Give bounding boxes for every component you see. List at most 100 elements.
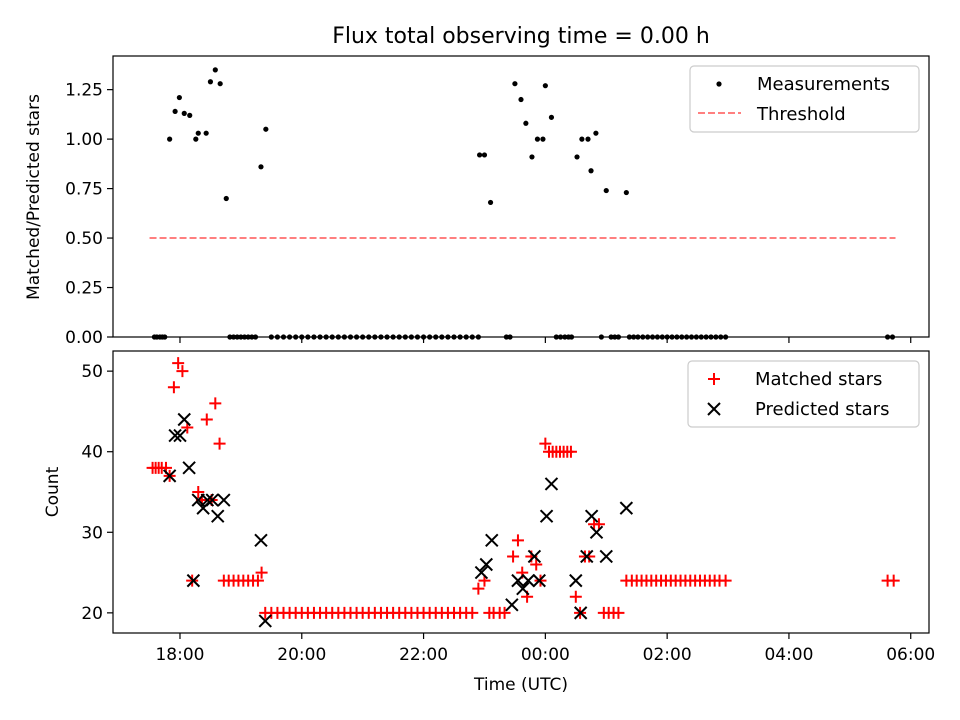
predicted-star-point [168, 428, 182, 443]
x-tick-label: 18:00 [155, 645, 204, 665]
measurement-point [181, 110, 187, 116]
top-y-tick-label: 0.25 [65, 279, 103, 299]
bottom-panel: 20 30 40 50 18:00 20:00 22:00 00:00 02:00 04:00 0… [43, 350, 935, 695]
bottom-y-tick-label: 20 [81, 604, 103, 624]
predicted-star-point [573, 606, 588, 620]
matched-star-point [539, 437, 552, 450]
matched-star-point [511, 534, 524, 547]
predicted-star-point [532, 573, 546, 588]
predicted-star-point [182, 461, 196, 475]
measurement-point [593, 130, 599, 136]
legend-matched-label: Matched stars [755, 369, 882, 390]
measurement-point [623, 189, 629, 196]
top-plot-area [149, 67, 896, 340]
predicted-star-point [584, 509, 599, 523]
top-x-ticks [179, 337, 912, 343]
predicted-star-point [589, 525, 604, 539]
matched-star-point [209, 397, 222, 410]
x-tick-label: 22:00 [399, 645, 448, 665]
matched-star-point [530, 558, 543, 571]
measurement-point [603, 187, 609, 194]
bottom-y-axis-label: Count [43, 466, 63, 517]
top-panel: 0.00 0.25 0.50 0.75 1.00 1.25 Matched/Predict… [24, 55, 930, 348]
top-y-tick-label: 1.25 [65, 81, 103, 101]
predicted-star-point [217, 493, 231, 507]
measurement-point [195, 130, 201, 136]
bottom-legend-box [687, 360, 920, 428]
x-axis-label: Time (UTC) [473, 675, 568, 695]
top-legend-box [689, 65, 920, 133]
measurement-point [193, 136, 199, 142]
matched-star-point [200, 413, 213, 426]
measurement-point [542, 83, 548, 89]
matched-star-point [251, 574, 264, 587]
matched-star-point [167, 381, 180, 394]
bottom-legend: Matched stars Predicted stars [687, 360, 920, 428]
x-tick-label: 04:00 [764, 645, 813, 665]
predicted-star-point [173, 428, 187, 443]
predicted-star-point [619, 501, 634, 515]
measurement-point [223, 195, 229, 202]
predicted-star-point [505, 598, 519, 612]
predicted-star-point [485, 533, 499, 548]
chart-title: Flux total observing time = 0.00 h [332, 24, 710, 49]
predicted-star-point [258, 614, 272, 628]
legend-predicted-label: Predicted stars [755, 399, 889, 420]
top-y-tick-label: 1.00 [65, 130, 103, 150]
matched-star-point [592, 518, 605, 531]
matched-star-point [583, 550, 596, 563]
bottom-plot-area [146, 357, 900, 628]
measurement-point [512, 81, 518, 87]
matched-star-point [564, 445, 577, 458]
matched-star-point [255, 566, 268, 579]
measurement-point [263, 126, 269, 132]
top-axes-frame [112, 55, 930, 338]
legend-measurements-label: Measurements [757, 74, 890, 95]
predicted-star-point [569, 573, 583, 588]
top-y-tick-label: 0.00 [65, 328, 103, 348]
matched-star-point [172, 357, 185, 370]
predicted-star-point [211, 509, 225, 523]
measurement-point [518, 96, 524, 103]
top-y-tick-label: 0.50 [65, 229, 103, 249]
matched-star-point [192, 486, 205, 498]
bottom-x-axis: 18:00 20:00 22:00 00:00 02:00 04:00 06:00 [155, 633, 935, 665]
matched-star-point [466, 606, 479, 619]
matched-star-point [176, 365, 189, 378]
predicted-star-point [200, 493, 215, 507]
matched-star-point [887, 574, 900, 587]
legend-threshold-label: Threshold [756, 104, 846, 125]
predicted-star-point [580, 549, 594, 564]
legend-measurement-marker [716, 81, 722, 87]
bottom-y-tick-label: 30 [81, 523, 103, 543]
measurement-point [487, 199, 494, 206]
matched-star-point [719, 574, 732, 587]
predicted-star-point [544, 477, 559, 491]
top-y-axis: 0.00 0.25 0.50 0.75 1.00 1.25 [65, 81, 113, 348]
measurement-point [585, 136, 591, 142]
measurement-point [212, 67, 218, 73]
predicted-star-point [516, 581, 530, 596]
x-tick-label: 02:00 [643, 645, 692, 665]
measurement-point [481, 152, 488, 158]
predicted-star-point [205, 493, 219, 507]
measurement-point [588, 168, 594, 174]
x-tick-label: 06:00 [886, 645, 935, 665]
matched-star-point [612, 606, 625, 619]
measurement-point [548, 114, 555, 120]
measurement-point [476, 152, 483, 158]
predicted-star-point [474, 565, 489, 580]
matched-star-point [498, 606, 511, 619]
bottom-y-tick-label: 40 [81, 443, 103, 463]
predicted-star-point [599, 549, 613, 564]
measurement-point [176, 94, 182, 101]
measurement-point [167, 136, 173, 142]
measurement-point [258, 164, 264, 170]
measurement-point [574, 154, 580, 160]
matched-star-point [472, 582, 485, 595]
measurement-point [203, 130, 209, 136]
measurement-point [207, 79, 214, 85]
predicted-star-point [521, 573, 536, 588]
legend-matched-marker [708, 373, 720, 385]
